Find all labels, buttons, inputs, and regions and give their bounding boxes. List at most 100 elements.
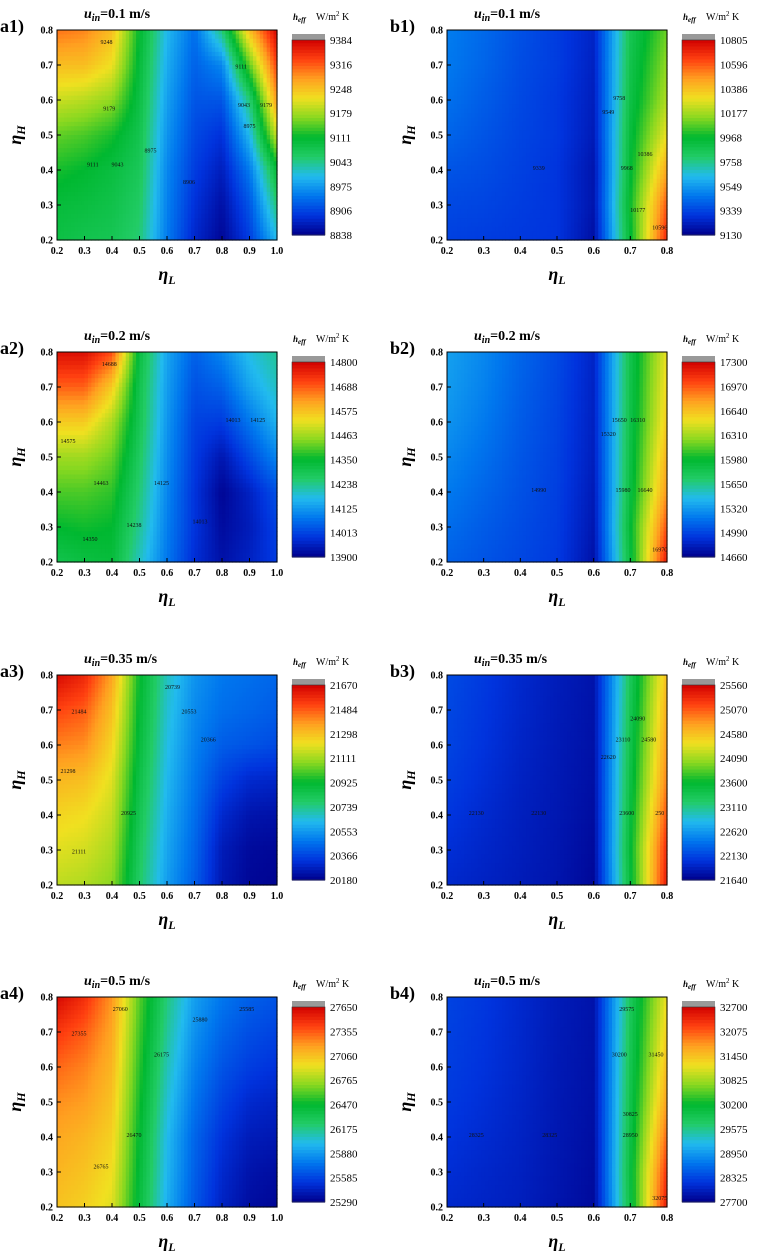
heatmap-cell <box>205 214 209 219</box>
heatmap-cell <box>205 48 209 53</box>
heatmap-cell <box>95 65 99 70</box>
heatmap-cell <box>126 192 130 197</box>
heatmap-cell <box>122 209 126 214</box>
heatmap-cell <box>560 43 564 48</box>
heatmap-cell <box>191 170 195 175</box>
heatmap-cell <box>574 56 578 61</box>
heatmap-cell <box>461 122 465 127</box>
heatmap-cell <box>598 52 602 57</box>
heatmap-cell <box>57 218 61 223</box>
heatmap-cell <box>112 48 116 53</box>
heatmap-cell <box>571 69 575 74</box>
heatmap-cell <box>253 192 257 197</box>
heatmap-cell <box>60 196 64 201</box>
heatmap-cell <box>602 65 606 70</box>
heatmap-cell <box>212 144 216 149</box>
heatmap-cell <box>198 56 202 61</box>
heatmap-cell <box>581 104 585 109</box>
heatmap-cell <box>60 74 64 79</box>
heatmap-cell <box>95 126 99 131</box>
heatmap-cell <box>112 170 116 175</box>
heatmap-cell <box>126 135 130 140</box>
heatmap-cell <box>636 78 640 83</box>
heatmap-cell <box>198 153 202 158</box>
heatmap-cell <box>195 48 199 53</box>
heatmap-cell <box>60 87 64 92</box>
heatmap-cell <box>129 218 133 223</box>
heatmap-cell <box>98 201 102 206</box>
heatmap-cell <box>129 109 133 114</box>
heatmap-cell <box>650 56 654 61</box>
heatmap-cell <box>85 52 89 57</box>
heatmap-cell <box>222 148 226 153</box>
heatmap-cell <box>650 139 654 144</box>
heatmap-cell <box>263 188 267 193</box>
heatmap-cell <box>488 65 492 70</box>
heatmap-cell <box>526 87 530 92</box>
heatmap-cell <box>450 148 454 153</box>
heatmap-cell <box>595 48 599 53</box>
heatmap-cell <box>112 192 116 197</box>
heatmap-cell <box>533 65 537 70</box>
heatmap-cell <box>650 39 654 44</box>
heatmap-cell <box>643 74 647 79</box>
heatmap-cell <box>585 96 589 101</box>
heatmap-cell <box>499 83 503 88</box>
heatmap-cell <box>267 174 271 179</box>
heatmap-cell <box>253 201 257 206</box>
heatmap-cell <box>502 96 506 101</box>
heatmap-cell <box>181 209 185 214</box>
heatmap-cell <box>239 118 243 123</box>
heatmap-cell <box>153 118 157 123</box>
heatmap-cell <box>567 118 571 123</box>
heatmap-cell <box>650 65 654 70</box>
heatmap-cell <box>225 223 229 228</box>
heatmap-cell <box>246 144 250 149</box>
heatmap-cell <box>232 113 236 118</box>
heatmap-cell <box>447 48 451 53</box>
heatmap-cell <box>129 227 133 232</box>
heatmap-cell <box>622 69 626 74</box>
heatmap-cell <box>581 30 585 35</box>
heatmap-cell <box>71 201 75 206</box>
heatmap-cell <box>478 104 482 109</box>
heatmap-cell <box>236 30 240 35</box>
heatmap-cell <box>260 39 264 44</box>
heatmap-cell <box>267 65 271 70</box>
heatmap-cell <box>560 74 564 79</box>
heatmap-cell <box>643 61 647 66</box>
heatmap-cell <box>153 174 157 179</box>
heatmap-cell <box>629 69 633 74</box>
heatmap-cell <box>225 231 229 236</box>
heatmap-cell <box>464 139 468 144</box>
heatmap-cell <box>502 52 506 57</box>
heatmap-cell <box>136 78 140 83</box>
heatmap-cell <box>115 153 119 158</box>
heatmap-cell <box>109 209 113 214</box>
heatmap-cell <box>219 170 223 175</box>
heatmap-cell <box>588 104 592 109</box>
heatmap-cell <box>643 48 647 53</box>
heatmap-cell <box>629 52 633 57</box>
heatmap-cell <box>181 34 185 39</box>
heatmap-cell <box>232 74 236 79</box>
heatmap-cell <box>208 196 212 201</box>
heatmap-cell <box>129 52 133 57</box>
heatmap-cell <box>208 43 212 48</box>
heatmap-cell <box>184 188 188 193</box>
heatmap-cell <box>126 87 130 92</box>
heatmap-cell <box>129 30 133 35</box>
heatmap-cell <box>74 43 78 48</box>
heatmap-cell <box>115 69 119 74</box>
heatmap-cell <box>232 227 236 232</box>
heatmap-cell <box>560 113 564 118</box>
heatmap-cell <box>157 52 161 57</box>
heatmap-cell <box>581 34 585 39</box>
heatmap-cell <box>526 104 530 109</box>
heatmap-cell <box>219 34 223 39</box>
heatmap-cell <box>492 39 496 44</box>
heatmap-cell <box>471 104 475 109</box>
heatmap-cell <box>598 83 602 88</box>
heatmap-cell <box>602 69 606 74</box>
heatmap-cell <box>250 214 254 219</box>
